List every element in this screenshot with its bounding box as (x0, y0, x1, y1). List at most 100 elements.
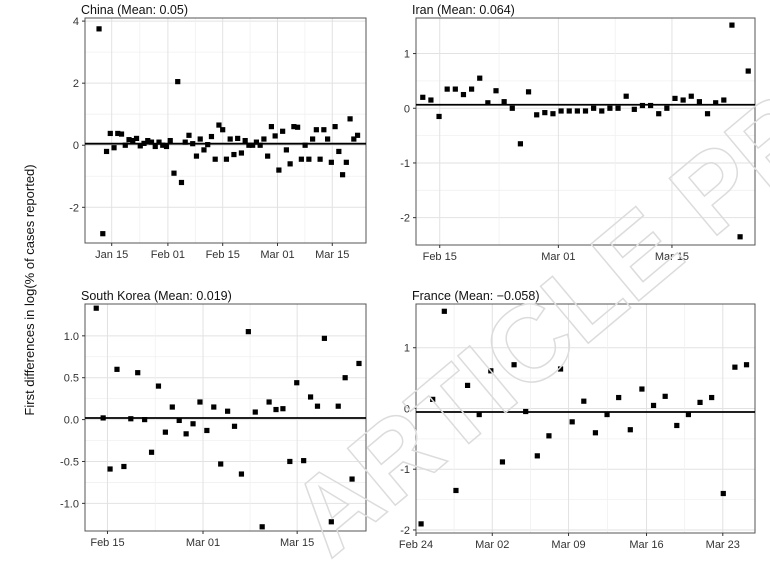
data-point (525, 89, 532, 95)
x-tick-label: Jan 15 (95, 249, 128, 261)
panel-title: South Korea (Mean: 0.019) (81, 289, 232, 303)
data-point (743, 362, 750, 368)
data-point (729, 22, 735, 28)
data-point (558, 108, 564, 114)
y-tick-label: 1.0 (64, 331, 79, 343)
data-point (662, 393, 668, 399)
data-point (493, 88, 499, 94)
data-point (238, 150, 245, 156)
x-tick-label: Feb 01 (151, 249, 185, 261)
data-point (674, 422, 680, 429)
panel-3: South Korea (Mean: 0.019) -1.0 -0.5 0.0 0.5 1… (60, 289, 367, 549)
y-tick-label: 1 (404, 49, 410, 61)
y-tick-label: 4 (73, 16, 79, 28)
data-point (152, 143, 158, 150)
data-point (647, 102, 654, 109)
data-point (118, 131, 125, 137)
data-point (223, 156, 230, 162)
data-point (265, 153, 271, 159)
data-point (216, 122, 222, 128)
data-point (148, 139, 155, 145)
data-point (155, 383, 162, 389)
data-point (656, 111, 662, 117)
data-point (354, 132, 361, 138)
data-point (261, 136, 267, 142)
data-point (639, 386, 645, 392)
data-point (356, 360, 362, 367)
data-point (324, 136, 331, 142)
x-tick-label: Mar 23 (706, 539, 740, 551)
data-point (488, 368, 494, 374)
data-point (307, 394, 314, 400)
x-tick-label: Feb 24 (399, 539, 433, 551)
data-point (581, 398, 587, 404)
data-point (639, 102, 646, 109)
data-point (604, 411, 610, 418)
y-tick-label: 0.5 (64, 373, 79, 385)
x-tick-label: Feb 15 (423, 251, 457, 263)
data-point (339, 172, 346, 178)
x-tick-label: Feb 15 (206, 249, 240, 261)
data-point (259, 524, 265, 530)
data-point (126, 137, 132, 143)
data-point (115, 130, 121, 137)
panel-frame (84, 17, 367, 244)
data-point (428, 97, 434, 103)
data-point (141, 140, 147, 146)
data-point (231, 423, 238, 429)
panel-1: China (Mean: 0.05) -2 0 2 4 Jan 15 Feb 01 Feb 1… (69, 3, 367, 261)
data-point (310, 136, 316, 142)
data-point (709, 394, 715, 401)
data-point (623, 93, 629, 99)
data-point (93, 305, 99, 311)
data-point (650, 402, 657, 409)
data-point (607, 105, 613, 111)
data-point (280, 406, 286, 412)
data-point (342, 375, 348, 381)
x-tick-label: Mar 15 (655, 251, 689, 263)
data-point (283, 147, 289, 153)
data-point (160, 142, 166, 148)
data-point (276, 167, 282, 173)
data-point (314, 403, 321, 409)
data-point (169, 404, 175, 410)
data-point (523, 408, 529, 415)
x-tick-label: Feb 15 (90, 537, 124, 549)
data-point (569, 419, 575, 425)
data-point (183, 431, 189, 437)
data-point (592, 430, 599, 436)
data-point (107, 466, 113, 472)
y-tick-label: -2 (400, 525, 410, 537)
data-point (133, 135, 140, 142)
data-point (205, 142, 211, 148)
data-point (280, 128, 286, 134)
data-point (680, 97, 686, 103)
data-point (257, 142, 263, 148)
data-point (347, 116, 353, 122)
data-point (107, 130, 113, 137)
data-point (218, 461, 224, 467)
data-point (713, 100, 719, 106)
y-tick-label: -1 (400, 464, 410, 476)
data-point (336, 148, 342, 155)
data-point (444, 86, 450, 92)
data-point (268, 124, 274, 130)
data-point (688, 93, 694, 99)
data-point (266, 399, 272, 405)
data-point (321, 335, 328, 341)
data-point (476, 411, 482, 418)
data-point (238, 471, 245, 477)
y-tick-label: 0 (73, 140, 79, 152)
data-point (295, 124, 301, 130)
data-point (111, 145, 117, 151)
data-point (197, 399, 203, 405)
data-point (302, 142, 308, 148)
data-point (343, 159, 349, 165)
data-point (704, 111, 711, 117)
y-tick-label: -2 (400, 213, 410, 225)
data-point (235, 135, 241, 142)
y-tick-label: 0 (404, 403, 410, 415)
data-point (220, 127, 226, 133)
figure-y-axis-label: First differences in log(% of cases repo… (22, 164, 37, 415)
data-point (418, 521, 424, 527)
